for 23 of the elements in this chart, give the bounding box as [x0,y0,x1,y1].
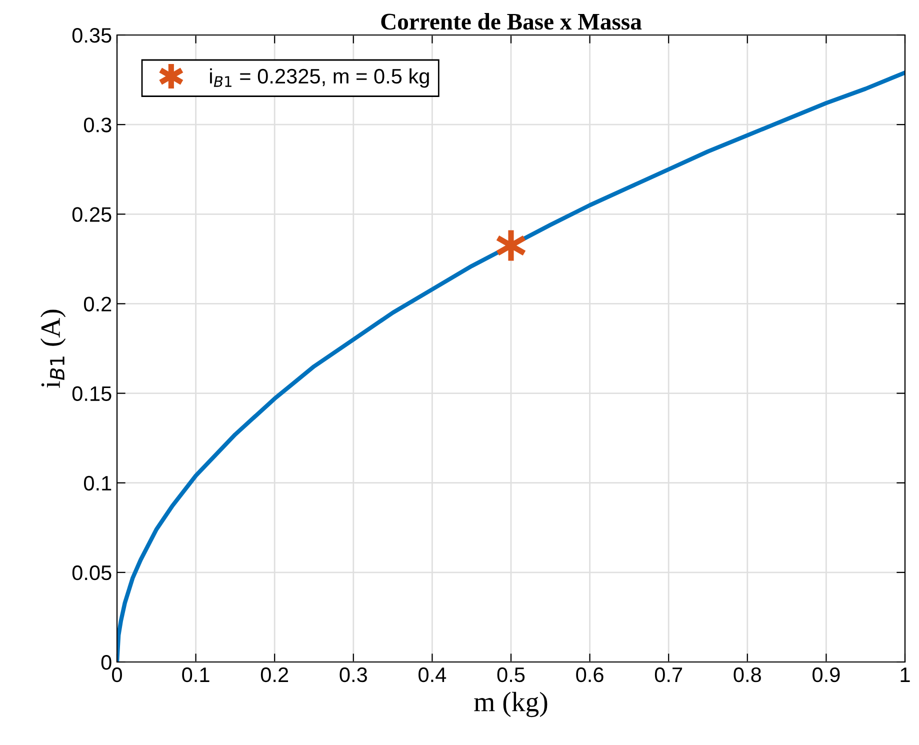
x-tick-label: 1 [900,668,910,682]
y-tick-label: 0.15 [72,386,112,402]
x-tick-label: 0.9 [812,667,840,682]
y-tick-label: 0.05 [72,565,112,580]
y-tick-label: 0.3 [84,118,112,132]
y-axis-title: i$_{B1}$ (A) [40,310,66,388]
chart-title: Corrente de Base x Massa [381,13,642,30]
x-tick-label: 0.3 [340,667,367,682]
x-tick-label: 0.7 [654,667,682,682]
x-axis-title: m (kg) [474,692,548,718]
x-tick-label: 0.4 [418,667,446,682]
legend-label: i$_{B1}$ = 0.2325, m = 0.5 kg [210,68,429,88]
x-tick-label: 0.5 [497,667,525,682]
x-tick-label: 0.6 [576,667,604,682]
x-tick-label: 0.2 [260,667,288,682]
x-tick-label: 0 [112,667,122,682]
x-tick-label: 0.8 [734,667,761,682]
y-tick-label: 0.1 [84,476,112,491]
y-tick-label: 0.35 [72,28,112,43]
y-tick-label: 0 [101,655,112,670]
x-tick-label: 0.1 [182,667,210,682]
y-tick-label: 0.2 [84,296,112,312]
y-tick-label: 0.25 [72,207,112,222]
